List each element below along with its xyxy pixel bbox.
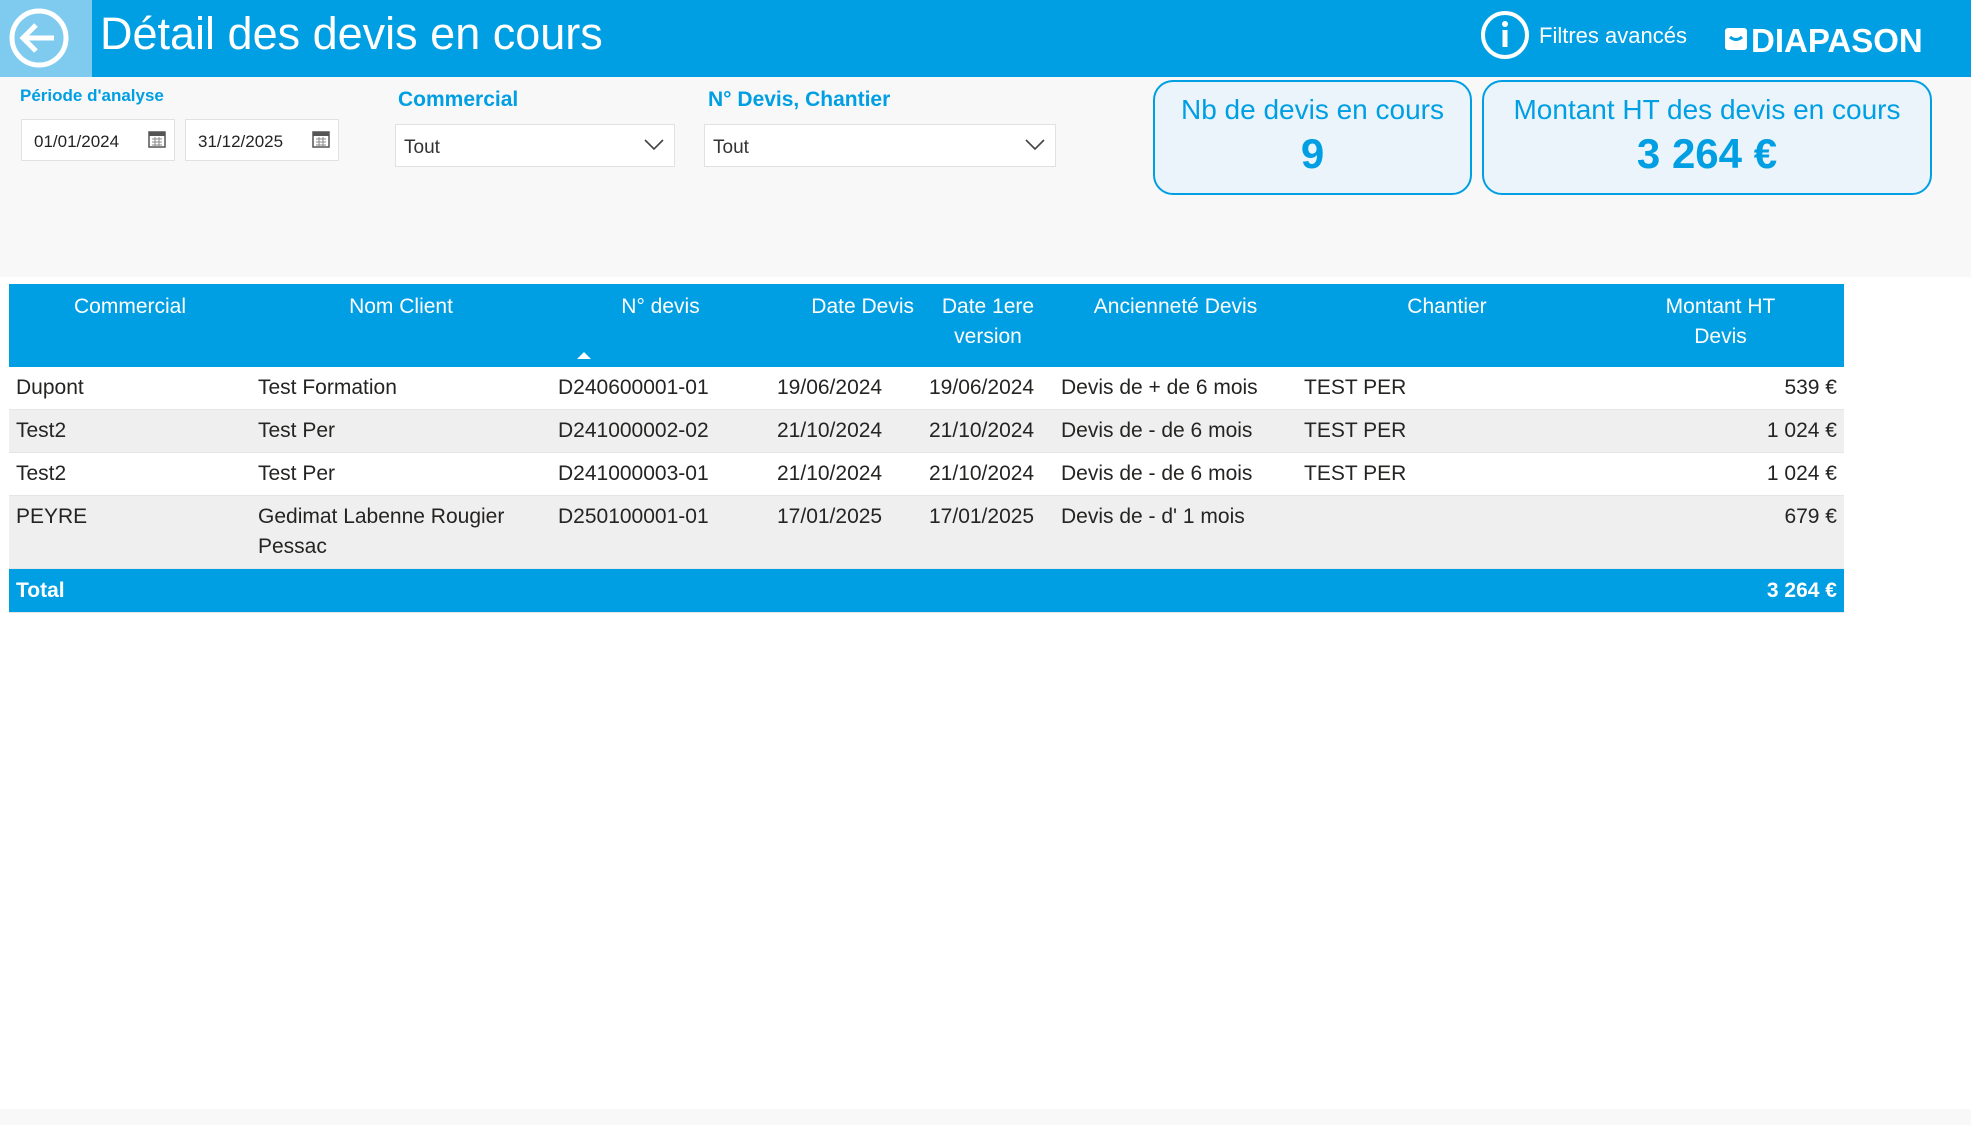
devis-chantier-dropdown[interactable]: Tout bbox=[704, 124, 1056, 167]
cell-montant: 1 024 € bbox=[1597, 409, 1844, 453]
commercial-label: Commercial bbox=[398, 88, 519, 111]
info-icon[interactable] bbox=[1480, 10, 1530, 60]
cell-client: Test Per bbox=[251, 409, 551, 453]
advanced-filters-link[interactable]: Filtres avancés bbox=[1539, 23, 1687, 48]
cell-date-first-version: 17/01/2025 bbox=[922, 495, 1054, 569]
kpi-card-count: Nb de devis en cours 9 bbox=[1153, 80, 1472, 195]
svg-text:DIAPASON: DIAPASON bbox=[1751, 22, 1923, 56]
footer-strip bbox=[0, 1109, 1971, 1125]
cell-commercial: Test2 bbox=[9, 452, 251, 496]
cell-montant: 679 € bbox=[1597, 495, 1844, 569]
end-date-input[interactable]: 31/12/2025 bbox=[185, 119, 339, 161]
chevron-down-icon bbox=[1025, 139, 1045, 151]
back-button[interactable] bbox=[0, 0, 92, 77]
cell-chantier: TEST PER bbox=[1297, 367, 1597, 410]
commercial-value: Tout bbox=[404, 137, 440, 158]
column-header[interactable]: Chantier bbox=[1297, 284, 1597, 367]
total-value: 3 264 € bbox=[1597, 568, 1844, 613]
devis-table: Commercial Nom Client N° devis Date Devi… bbox=[9, 284, 1844, 613]
cell-montant: 539 € bbox=[1597, 367, 1844, 410]
total-label: Total bbox=[9, 568, 251, 613]
cell-date-first-version: 19/06/2024 bbox=[922, 367, 1054, 410]
cell-commercial: PEYRE bbox=[9, 495, 251, 569]
cell-devis-number: D240600001-01 bbox=[551, 367, 770, 410]
period-label: Période d'analyse bbox=[20, 86, 164, 105]
cell-anciennete: Devis de - de 6 mois bbox=[1054, 452, 1297, 496]
end-date-value: 31/12/2025 bbox=[198, 132, 284, 151]
cell-montant: 1 024 € bbox=[1597, 452, 1844, 496]
table-row[interactable]: PEYRE Gedimat Labenne Rougier Pessac D2501… bbox=[9, 495, 1844, 569]
cell-devis-number: D250100001-01 bbox=[551, 495, 770, 569]
column-header[interactable]: Commercial bbox=[9, 284, 251, 367]
cell-anciennete: Devis de + de 6 mois bbox=[1054, 367, 1297, 410]
cell-client: Test Formation bbox=[251, 367, 551, 410]
header-bar: Détail des devis en cours Filtres avancé… bbox=[0, 0, 1971, 77]
column-header-label: N° devis bbox=[621, 295, 700, 318]
cell-chantier: TEST PER bbox=[1297, 452, 1597, 496]
cell-date-devis: 21/10/2024 bbox=[770, 409, 922, 453]
column-header[interactable]: Date Devis bbox=[770, 284, 922, 367]
column-header[interactable]: Montant HT Devis bbox=[1597, 284, 1844, 367]
column-header[interactable]: Date 1ere version bbox=[922, 284, 1054, 367]
kpi-title: Montant HT des devis en cours bbox=[1513, 94, 1901, 125]
cell-date-first-version: 21/10/2024 bbox=[922, 409, 1054, 453]
cell-commercial: Test2 bbox=[9, 409, 251, 453]
cell-commercial: Dupont bbox=[9, 367, 251, 410]
arrow-left-circle-icon bbox=[9, 8, 69, 68]
devis-chantier-value: Tout bbox=[713, 137, 749, 158]
calendar-icon[interactable] bbox=[148, 130, 166, 148]
chevron-down-icon bbox=[644, 139, 664, 151]
cell-chantier: TEST PER bbox=[1297, 409, 1597, 453]
cell-devis-number: D241000003-01 bbox=[551, 452, 770, 496]
column-header[interactable]: Ancienneté Devis bbox=[1054, 284, 1297, 367]
cell-date-devis: 21/10/2024 bbox=[770, 452, 922, 496]
kpi-value: 3 264 € bbox=[1636, 130, 1778, 177]
column-header-sorted[interactable]: N° devis bbox=[551, 284, 770, 367]
cell-client: Test Per bbox=[251, 452, 551, 496]
start-date-input[interactable]: 01/01/2024 bbox=[21, 119, 175, 161]
cell-devis-number: D241000002-02 bbox=[551, 409, 770, 453]
calendar-icon[interactable] bbox=[312, 130, 330, 148]
devis-chantier-label: N° Devis, Chantier bbox=[708, 88, 891, 111]
page-title: Détail des devis en cours bbox=[100, 8, 603, 59]
table-row[interactable]: Test2 Test Per D241000003-01 21/10/2024 21/1… bbox=[9, 452, 1844, 496]
total-spacer bbox=[251, 568, 1597, 613]
cell-anciennete: Devis de - d' 1 mois bbox=[1054, 495, 1297, 569]
cell-anciennete: Devis de - de 6 mois bbox=[1054, 409, 1297, 453]
kpi-title: Nb de devis en cours bbox=[1180, 94, 1445, 125]
kpi-value: 9 bbox=[1300, 130, 1325, 177]
diapason-logo: DIAPASON bbox=[1725, 22, 1923, 56]
cell-date-first-version: 21/10/2024 bbox=[922, 452, 1054, 496]
column-header[interactable]: Nom Client bbox=[251, 284, 551, 367]
table-row[interactable]: Dupont Test Formation D240600001-01 19/06/2… bbox=[9, 367, 1844, 410]
start-date-value: 01/01/2024 bbox=[34, 132, 120, 151]
table-header-row: Commercial Nom Client N° devis Date Devi… bbox=[9, 284, 1844, 367]
total-row: Total 3 264 € bbox=[9, 568, 1844, 613]
commercial-dropdown[interactable]: Tout bbox=[395, 124, 675, 167]
sort-ascending-icon bbox=[576, 352, 591, 359]
cell-date-devis: 17/01/2025 bbox=[770, 495, 922, 569]
cell-date-devis: 19/06/2024 bbox=[770, 367, 922, 410]
cell-client: Gedimat Labenne Rougier Pessac bbox=[251, 495, 551, 569]
cell-chantier bbox=[1297, 495, 1597, 569]
kpi-card-amount: Montant HT des devis en cours 3 264 € bbox=[1482, 80, 1932, 195]
table-row[interactable]: Test2 Test Per D241000002-02 21/10/2024 21/1… bbox=[9, 409, 1844, 453]
